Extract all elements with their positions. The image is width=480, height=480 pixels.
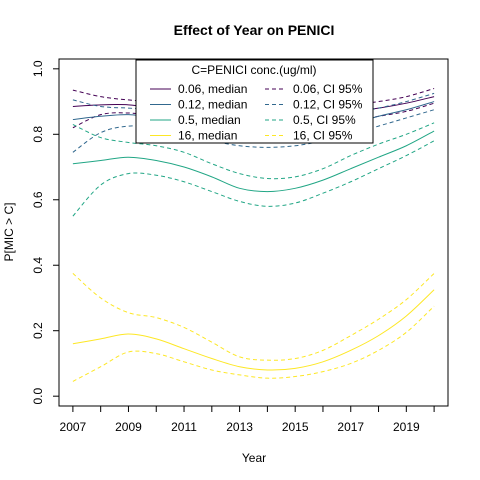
x-tick-label-2017: 2017	[337, 420, 364, 434]
legend-label-0: 0.06, median	[178, 82, 247, 96]
y-tick-label-3: 0.6	[31, 191, 45, 208]
x-tick-label-2019: 2019	[393, 420, 420, 434]
x-tick-label-2011: 2011	[171, 420, 197, 434]
y-tick-label-5: 1.0	[31, 60, 45, 77]
x-axis-label: Year	[242, 451, 266, 465]
x-tick-label-2009: 2009	[115, 420, 142, 434]
legend-label-6: 16, median	[178, 129, 237, 143]
x-tick-label-2015: 2015	[282, 420, 309, 434]
legend-label-1: 0.06, CI 95%	[293, 82, 363, 96]
y-tick-label-4: 0.8	[31, 126, 45, 143]
legend-label-7: 16, CI 95%	[293, 129, 353, 143]
y-tick-label-1: 0.2	[31, 322, 45, 339]
x-tick-label-2013: 2013	[226, 420, 253, 434]
legend-title: C=PENICI conc.(ug/ml)	[191, 63, 316, 77]
legend-label-4: 0.5, median	[178, 113, 241, 127]
x-tick-label-2007: 2007	[60, 420, 87, 434]
legend-label-2: 0.12, median	[178, 98, 247, 112]
legend: C=PENICI conc.(ug/ml) 0.06, median 0.06, …	[136, 60, 373, 143]
y-tick-label-2: 0.4	[31, 257, 45, 274]
chart-title: Effect of Year on PENICI	[174, 22, 335, 38]
y-axis-label: P[MIC > C]	[2, 202, 16, 261]
y-tick-label-0: 0.0	[31, 388, 45, 405]
legend-label-3: 0.12, CI 95%	[293, 98, 363, 112]
legend-label-5: 0.5, CI 95%	[293, 113, 356, 127]
